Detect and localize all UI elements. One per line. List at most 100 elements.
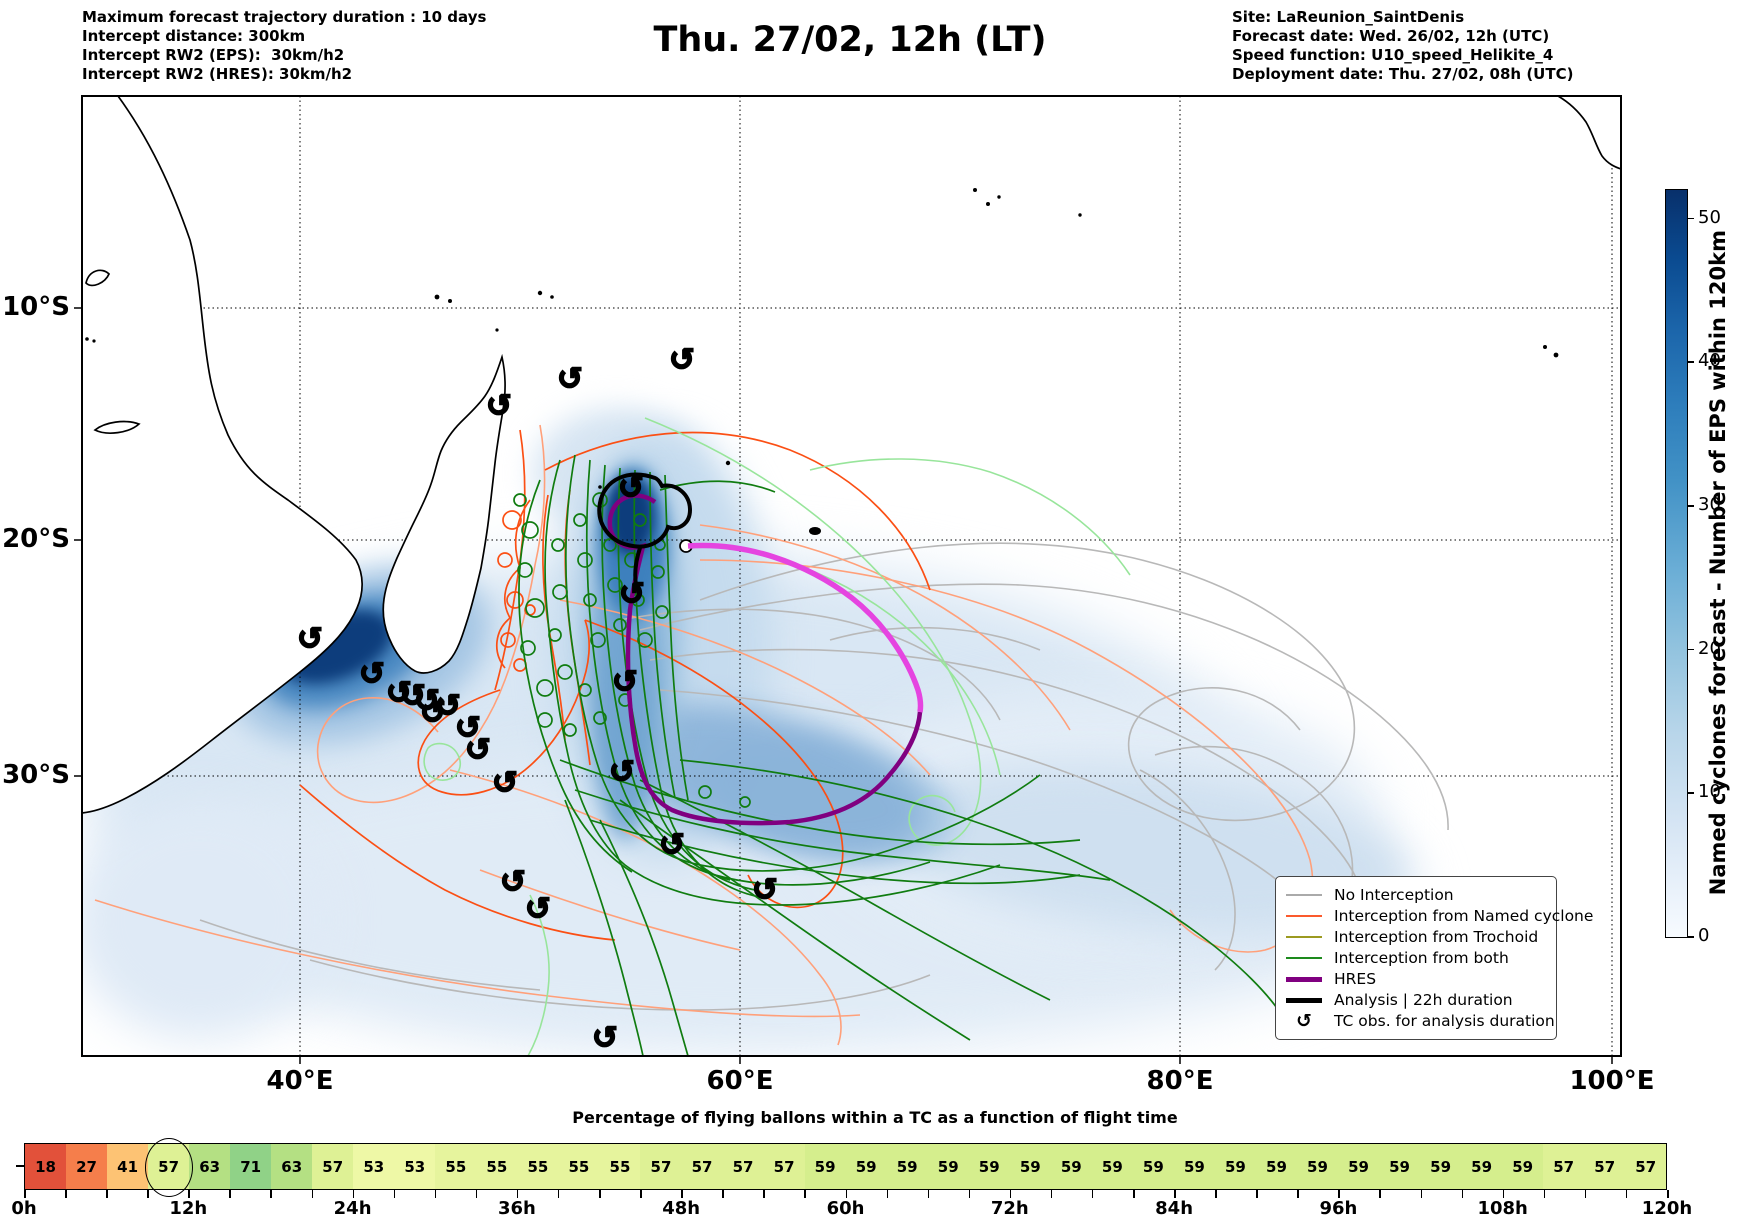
flight-time-cell: 59 [1009,1144,1051,1189]
time-axis-tick [147,1190,149,1198]
analysis-track [597,472,693,586]
colorbar-tick-label: 10 [1698,781,1721,803]
flight-time-cell: 59 [1173,1144,1215,1189]
legend-line-sample [1286,997,1322,1003]
trajectories-named-cyclone [299,429,931,941]
legend-item: No Interception [1286,884,1546,905]
flight-time-cell: 59 [886,1144,928,1189]
time-axis-tick [1174,1190,1176,1198]
legend-item-label: Interception from both [1334,948,1509,967]
legend-item: Interception from Named cyclone [1286,905,1593,926]
map-border [81,95,1622,1057]
time-axis-tick [599,1190,601,1198]
time-axis-tick [1543,1190,1546,1198]
flight-time-cell: 59 [968,1144,1010,1189]
sumatra-coast [1554,95,1622,171]
flight-time-cell: 59 [1132,1144,1174,1189]
flight-time-cell: 59 [1296,1144,1338,1189]
time-axis-tick [393,1190,396,1198]
trajectories-pale-green [423,417,1131,1057]
legend-line-sample [1286,935,1322,938]
legend-item: Analysis | 22h duration [1286,990,1546,1011]
colorbar-tick [1688,217,1694,220]
time-axis-tick [1625,1190,1628,1198]
percentage-bar: 18 27 41 57 63 71 63 57 53 53 55 55 55 55 55 57 57 57 57 59… [24,1143,1667,1190]
time-axis-tick [927,1190,930,1198]
flight-time-cell: 57 [722,1144,764,1189]
lon-tick-label: 40°E [266,1066,334,1096]
time-axis-tick [763,1190,765,1198]
flight-time-cell: 55 [435,1144,477,1189]
flight-time-cell: 27 [66,1144,108,1189]
trajectories-no-interception [199,542,1449,1011]
time-axis-tick [1297,1190,1299,1198]
flight-time-cell: 59 [927,1144,969,1189]
colorbar-tick-label: 0 [1698,925,1710,946]
time-axis-tick [1584,1190,1587,1198]
time-axis-tick [886,1190,889,1198]
tc-obs-symbol: ↺ [386,675,412,711]
tc-obs-symbol: ↺ [500,864,526,900]
time-axis-tick [1379,1190,1381,1198]
flight-time-cell: 59 [1379,1144,1421,1189]
lake-shape [93,420,141,434]
small-islands [85,188,1559,535]
flight-time-cell: 59 [1420,1144,1462,1189]
time-axis-tick [229,1190,231,1198]
flight-time-cell: 18 [25,1144,67,1189]
flight-time-cell: 57 [640,1144,682,1189]
current-flight-time-circle [144,1138,193,1197]
tc-obs-symbol: ↺ [359,656,385,692]
tc-obs-symbol: ↺ [435,688,461,724]
colorbar-tick [1688,648,1694,651]
flight-time-cell: 57 [681,1144,723,1189]
legend-item-label: Interception from Named cyclone [1334,906,1594,925]
tc-obs-symbol: ↺ [414,683,440,719]
time-axis-tick [845,1190,847,1198]
time-axis-tick [516,1190,519,1198]
tc-obs-symbol: ↺ [557,361,583,397]
tc-obs-symbol: ↺ [659,827,685,863]
trajectories-both [513,454,1286,1057]
tc-obs-symbol: ↺ [618,470,644,506]
colorbar-label: Named cyclones forecast - Number of EPS … [1706,229,1730,896]
africa-coast [81,95,363,814]
time-axis-tick [1338,1190,1340,1198]
time-axis-label: 96h [1319,1198,1358,1219]
flight-time-cell: 71 [230,1144,272,1189]
colorbar-tick [1688,936,1694,938]
time-axis-tick [475,1190,478,1198]
lat-tick-label: 30°S [2,760,70,790]
time-axis-tick [722,1190,724,1198]
time-axis-label: 36h [497,1198,536,1219]
flight-time-cell: 59 [1091,1144,1133,1189]
time-axis-label: 72h [990,1198,1029,1219]
figure-title: Thu. 27/02, 12h (LT) [653,20,1047,60]
time-axis-tick [1050,1190,1053,1198]
flight-time-cell: 57 [312,1144,354,1189]
lat-tick-label: 10°S [2,292,70,322]
legend-line-sample [1286,893,1322,896]
time-axis-tick [968,1190,971,1198]
time-axis-label: 24h [333,1198,372,1219]
colorbar-tick [1688,792,1694,794]
legend-line-sample [1286,976,1322,982]
time-axis-label: 84h [1155,1198,1194,1219]
tc-obs-symbol: ↺ [619,576,645,612]
flight-time-cell: 59 [1461,1144,1503,1189]
time-axis-tick [188,1190,190,1198]
time-axis-tick [1215,1190,1217,1198]
time-axis-tick [24,1190,26,1198]
site-info-text: Site: LaReunion_SaintDenis Forecast date… [1232,8,1574,83]
flight-time-cell: 59 [804,1144,846,1189]
lake-shape-2 [85,269,111,287]
legend-line-sample [1286,914,1322,917]
time-axis-tick [640,1190,642,1198]
time-axis-tick [557,1190,560,1198]
colorbar-tick-label: 20 [1698,637,1721,659]
legend-item: HRES [1286,969,1546,990]
legend-item: Interception from Trochoid [1286,926,1546,947]
colorbar [1665,189,1688,938]
madagascar-coast [382,353,506,674]
time-axis-tick [681,1190,683,1198]
